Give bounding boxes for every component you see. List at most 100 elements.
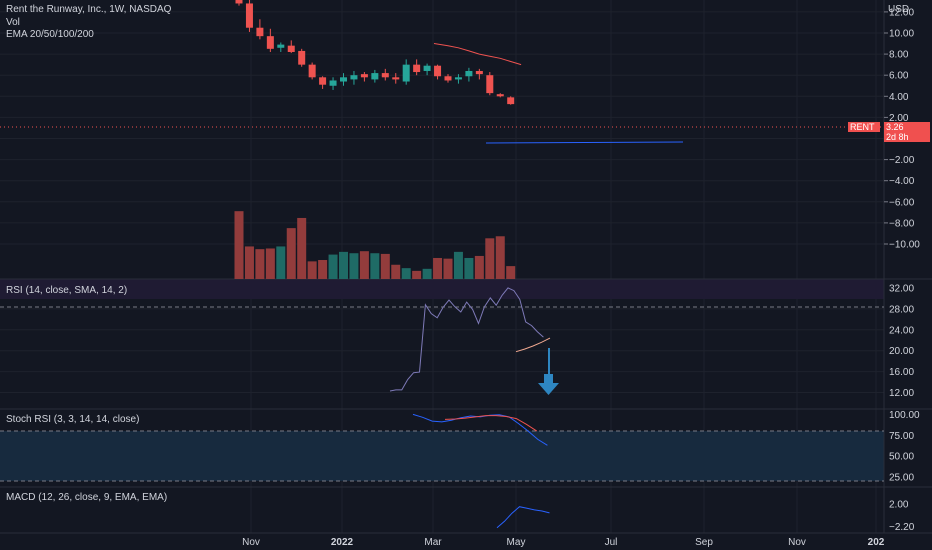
ema-line xyxy=(433,43,522,66)
price-tick-label: 2.00 xyxy=(889,113,909,124)
macd-axis[interactable]: 2.00 −2.20 xyxy=(889,500,915,534)
stoch-axis[interactable]: 100.00 75.00 50.00 25.00 xyxy=(889,410,920,484)
volume-bar xyxy=(380,253,390,279)
ema-legend[interactable]: EMA 20/50/100/200 xyxy=(6,29,94,40)
volume-bars xyxy=(234,211,516,279)
candle-body xyxy=(392,77,400,80)
time-axis[interactable]: Nov 2022 Mar May Jul Sep Nov 202 xyxy=(242,537,885,548)
time-tick-label: Nov xyxy=(242,537,260,548)
volume-bar xyxy=(412,270,422,279)
rsi-legend[interactable]: RSI (14, close, SMA, 14, 2) xyxy=(6,285,128,296)
rsi-tick-label: 20.00 xyxy=(889,346,914,357)
volume-bar xyxy=(265,248,275,279)
candle-body xyxy=(465,70,473,77)
price-tick-label: −4.00 xyxy=(889,176,915,187)
candle-body xyxy=(444,76,452,81)
rsi-tick-label: 16.00 xyxy=(889,367,914,378)
volume-bar xyxy=(370,253,380,279)
candle-body xyxy=(287,45,295,52)
volume-bar xyxy=(495,236,505,279)
price-axis[interactable]: 12.0010.008.006.004.002.000.00−2.00−4.00… xyxy=(884,7,920,251)
volume-bar xyxy=(443,258,453,279)
candle-body xyxy=(235,0,243,4)
price-tick-label: −6.00 xyxy=(889,197,915,208)
candle-body xyxy=(340,77,347,82)
countdown-tag: 2d 8h xyxy=(884,132,930,142)
volume-bar xyxy=(453,251,463,279)
candle-body xyxy=(381,73,389,78)
volume-bar xyxy=(339,251,348,279)
volume-bar xyxy=(433,257,443,279)
price-tick-label: 10.00 xyxy=(889,29,914,40)
macd-tick-label: −2.20 xyxy=(889,522,915,533)
volume-bar xyxy=(255,249,265,279)
candle-body xyxy=(371,73,379,80)
stoch-tick-label: 50.00 xyxy=(889,452,914,463)
price-tick-label: 12.00 xyxy=(889,7,914,18)
candle-body xyxy=(256,27,264,37)
price-tick-label: 8.00 xyxy=(889,50,909,61)
macd-tick-label: 2.00 xyxy=(889,500,909,511)
price-tick-label: 4.00 xyxy=(889,92,909,103)
time-tick-label: 202 xyxy=(868,537,885,548)
candle-body xyxy=(266,36,274,49)
candle-body xyxy=(486,75,494,94)
volume-bar xyxy=(318,260,328,279)
rsi-tick-label: 24.00 xyxy=(889,325,914,336)
candle-body xyxy=(329,80,337,86)
candle-body xyxy=(434,65,442,77)
volume-bar xyxy=(234,211,244,279)
candle-body xyxy=(496,94,504,97)
macd-series xyxy=(496,506,550,529)
last-price-tag: 3.26 xyxy=(884,122,930,132)
candle-body xyxy=(454,77,462,80)
volume-bar xyxy=(506,266,516,279)
candle-body xyxy=(277,44,285,48)
stoch-tick-label: 75.00 xyxy=(889,431,914,442)
volume-bar xyxy=(422,268,432,279)
candle-body xyxy=(298,50,306,65)
volume-bar xyxy=(244,246,254,279)
volume-bar xyxy=(297,217,307,279)
stoch-legend[interactable]: Stoch RSI (3, 3, 14, 14, close) xyxy=(6,414,140,425)
volume-bar xyxy=(276,246,286,279)
stoch-rsi-series xyxy=(0,413,884,482)
candle-body xyxy=(402,64,410,82)
time-tick-label: May xyxy=(507,537,526,548)
stoch-overbought-band xyxy=(0,431,884,481)
volume-bar xyxy=(464,257,474,279)
candle-body xyxy=(350,75,358,80)
down-arrow-icon[interactable] xyxy=(538,348,559,395)
ema-series xyxy=(433,43,522,66)
rsi-series xyxy=(0,287,884,392)
rsi-tick-label: 28.00 xyxy=(889,304,914,315)
horizontal-ray[interactable] xyxy=(485,141,684,144)
stoch-d-line xyxy=(444,415,538,432)
rsi-axis[interactable]: 32.00 28.00 24.00 20.00 16.00 12.00 xyxy=(889,283,914,399)
symbol-tag: RENT xyxy=(848,122,880,132)
time-tick-label: Nov xyxy=(788,537,806,548)
stoch-k-line xyxy=(412,413,548,446)
stoch-tick-label: 100.00 xyxy=(889,410,920,421)
time-tick-label: Mar xyxy=(424,537,442,548)
rsi-ma-line xyxy=(515,337,551,353)
price-tick-label: −8.00 xyxy=(889,218,915,229)
rsi-header-band xyxy=(0,279,884,299)
arrow-stem xyxy=(544,374,553,385)
candle-body xyxy=(245,3,253,28)
symbol-title[interactable]: Rent the Runway, Inc., 1W, NASDAQ xyxy=(6,4,172,15)
vol-legend[interactable]: Vol xyxy=(6,17,20,28)
candle-body xyxy=(507,97,515,105)
volume-bar xyxy=(328,254,338,279)
volume-bar xyxy=(286,228,296,279)
candle-body xyxy=(308,64,316,78)
price-tick-label: 6.00 xyxy=(889,71,909,82)
macd-legend[interactable]: MACD (12, 26, close, 9, EMA, EMA) xyxy=(6,492,168,503)
volume-bar xyxy=(349,253,359,279)
candle-body xyxy=(360,74,368,78)
volume-bar xyxy=(359,251,369,279)
volume-bar xyxy=(485,238,495,279)
time-tick-label: Jul xyxy=(605,537,618,548)
candle-body xyxy=(319,77,327,85)
